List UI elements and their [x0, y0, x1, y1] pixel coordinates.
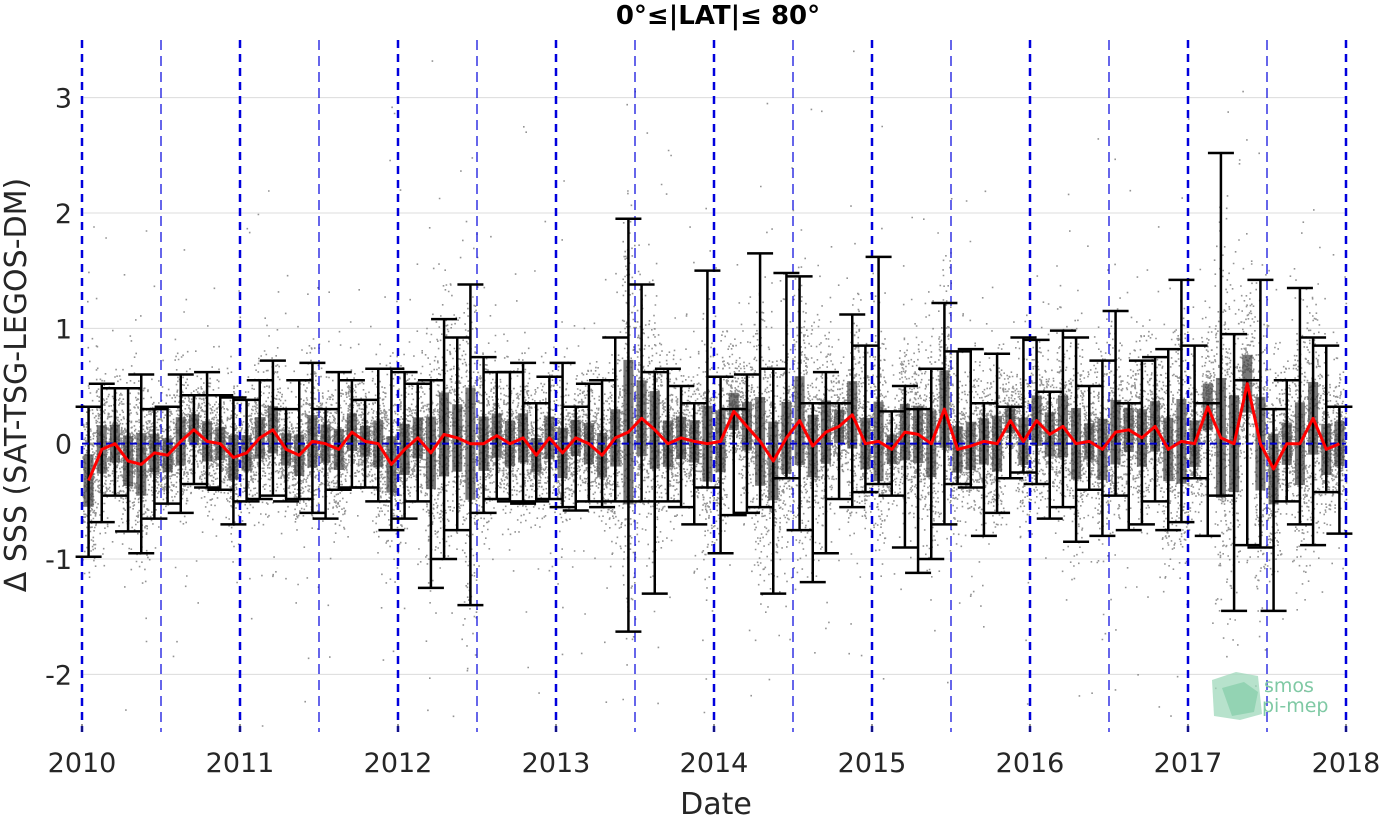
x-tick-label: 2013	[522, 748, 591, 779]
y-tick-label: -1	[45, 545, 72, 576]
y-tick-label: 0	[55, 430, 72, 461]
y-tick-label: 3	[55, 84, 72, 115]
x-axis-label: Date	[680, 787, 752, 818]
y-tick-label: -2	[45, 660, 72, 691]
x-tick-label: 2011	[206, 748, 275, 779]
y-tick-label: 2	[55, 199, 72, 230]
tick-labels-layer: 2010 2011 2012 2013 2014 2015 2016 2017 2018-2-1…	[45, 84, 1380, 779]
y-axis-label: Δ SSS (SAT-TSG-LEGOS-DM)	[0, 178, 34, 592]
x-tick-label: 2015	[838, 748, 907, 779]
x-tick-label: 2012	[364, 748, 433, 779]
mean-line-layer	[87, 382, 1340, 482]
monthly-mean-line	[87, 382, 1340, 482]
watermark-logo: smos pi-mep	[1212, 672, 1328, 720]
watermark-line1: smos	[1264, 675, 1314, 697]
watermark-line2: pi-mep	[1262, 695, 1328, 717]
x-tick-label: 2017	[1154, 748, 1223, 779]
x-tick-label: 2010	[48, 748, 117, 779]
x-tick-label: 2014	[680, 748, 749, 779]
x-tick-label: 2016	[996, 748, 1065, 779]
logo-shape-inner	[1222, 682, 1258, 716]
x-tick-label: 2018	[1312, 748, 1381, 779]
chart-title: 0°≤|LAT|≤ 80°	[616, 1, 820, 31]
vertical-lines-layer	[80, 40, 1348, 732]
y-tick-label: 1	[55, 314, 72, 345]
